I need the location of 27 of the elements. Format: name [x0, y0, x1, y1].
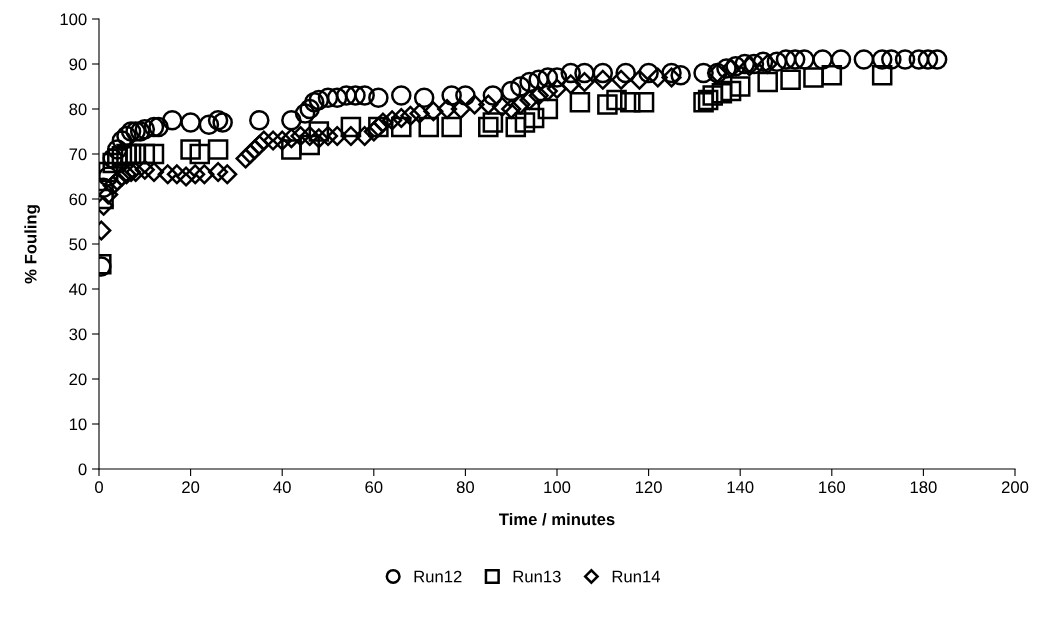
legend-label: Run13 — [513, 570, 561, 583]
x-tick-label: 140 — [727, 481, 754, 494]
x-tick-label: 200 — [1001, 481, 1029, 494]
y-tick-label: 50 — [69, 238, 87, 251]
y-tick-label: 10 — [69, 418, 87, 431]
y-tick-label: 70 — [69, 148, 87, 161]
legend-label: Run12 — [414, 570, 462, 583]
x-tick-label: 180 — [910, 481, 937, 494]
y-tick-label: 100 — [60, 13, 87, 26]
y-tick-label: 30 — [69, 328, 87, 341]
y-tick-label: 0 — [78, 463, 87, 476]
y-tick-label: 60 — [69, 193, 87, 206]
y-tick-label: 80 — [69, 103, 87, 116]
x-tick-label: 0 — [95, 481, 103, 494]
y-axis-title: % Fouling — [24, 205, 40, 284]
x-tick-label: 60 — [365, 481, 383, 494]
legend-label: Run14 — [612, 570, 661, 583]
x-tick-label: 160 — [819, 481, 846, 494]
y-tick-label: 90 — [69, 58, 87, 71]
x-tick-label: 120 — [635, 481, 662, 494]
x-tick-label: 40 — [273, 481, 291, 494]
x-tick-label: 20 — [182, 481, 200, 494]
y-tick-label: 20 — [69, 373, 87, 386]
x-tick-label: 80 — [456, 481, 475, 494]
x-axis-title: Time / minutes — [498, 513, 615, 526]
x-tick-label: 100 — [544, 481, 571, 494]
y-tick-label: 40 — [69, 283, 87, 296]
